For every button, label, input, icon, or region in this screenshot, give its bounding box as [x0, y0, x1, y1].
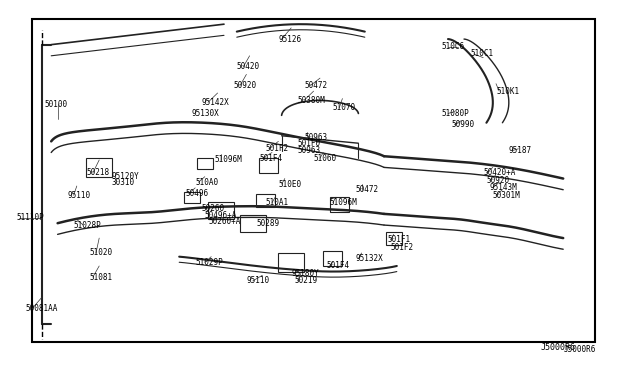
Text: 50420: 50420 — [237, 62, 260, 71]
Text: 50472: 50472 — [304, 81, 327, 90]
Text: 50963: 50963 — [298, 146, 321, 155]
Text: 95120Y: 95120Y — [112, 172, 140, 181]
Text: 95142X: 95142X — [202, 98, 229, 107]
Text: 51081: 51081 — [90, 273, 113, 282]
Text: 50496+A: 50496+A — [205, 211, 237, 220]
Text: 501F2: 501F2 — [390, 243, 413, 252]
Text: 510E0: 510E0 — [278, 180, 301, 189]
Text: 51060: 51060 — [314, 154, 337, 163]
Text: 95130X: 95130X — [192, 109, 220, 118]
Text: 501F4: 501F4 — [259, 154, 282, 163]
Text: 510A1: 510A1 — [266, 198, 289, 207]
Text: 50420+A: 50420+A — [483, 169, 516, 177]
Text: 50920: 50920 — [234, 81, 257, 90]
Text: 51029P: 51029P — [195, 258, 223, 267]
Bar — [32, 19, 595, 342]
Text: 50260: 50260 — [202, 204, 225, 213]
Text: 50100: 50100 — [45, 100, 68, 109]
Text: 50219: 50219 — [294, 276, 317, 285]
Text: 50081AA: 50081AA — [26, 304, 58, 313]
Text: 50380M: 50380M — [298, 96, 325, 105]
Text: 95110: 95110 — [246, 276, 269, 285]
Text: 95132X: 95132X — [355, 254, 383, 263]
Text: 510A0: 510A0 — [195, 178, 218, 187]
Text: 501F4: 501F4 — [326, 262, 349, 270]
Text: 50260+A: 50260+A — [208, 217, 241, 226]
Text: 30310: 30310 — [112, 178, 135, 187]
Text: 501F1: 501F1 — [387, 235, 410, 244]
Text: 50289: 50289 — [256, 219, 279, 228]
Text: 95187: 95187 — [509, 146, 532, 155]
Text: 50301M: 50301M — [493, 191, 520, 200]
Text: 510C6: 510C6 — [442, 42, 465, 51]
Text: 50990: 50990 — [451, 120, 474, 129]
Text: 50496: 50496 — [186, 189, 209, 198]
Text: 95110: 95110 — [67, 191, 90, 200]
Text: 50920: 50920 — [486, 176, 509, 185]
Text: 51080P: 51080P — [442, 109, 469, 118]
Text: 95143M: 95143M — [490, 183, 517, 192]
Text: 95180Y: 95180Y — [291, 269, 319, 278]
Text: 51110P: 51110P — [16, 213, 44, 222]
Text: 51020: 51020 — [90, 248, 113, 257]
Text: 510K1: 510K1 — [496, 87, 519, 96]
Text: 51070: 51070 — [333, 103, 356, 112]
Text: 51028P: 51028P — [74, 221, 101, 230]
Text: 510C1: 510C1 — [470, 49, 493, 58]
Text: 51096M: 51096M — [330, 198, 357, 207]
Text: 501F0: 501F0 — [298, 139, 321, 148]
Text: 50218: 50218 — [86, 169, 109, 177]
Text: 501F2: 501F2 — [266, 144, 289, 153]
Text: J5000R6: J5000R6 — [541, 343, 576, 352]
Text: 51096M: 51096M — [214, 155, 242, 164]
Text: 50963: 50963 — [304, 133, 327, 142]
Text: 95126: 95126 — [278, 35, 301, 44]
Text: J5000R6: J5000R6 — [563, 345, 596, 354]
Text: 50472: 50472 — [355, 185, 378, 194]
